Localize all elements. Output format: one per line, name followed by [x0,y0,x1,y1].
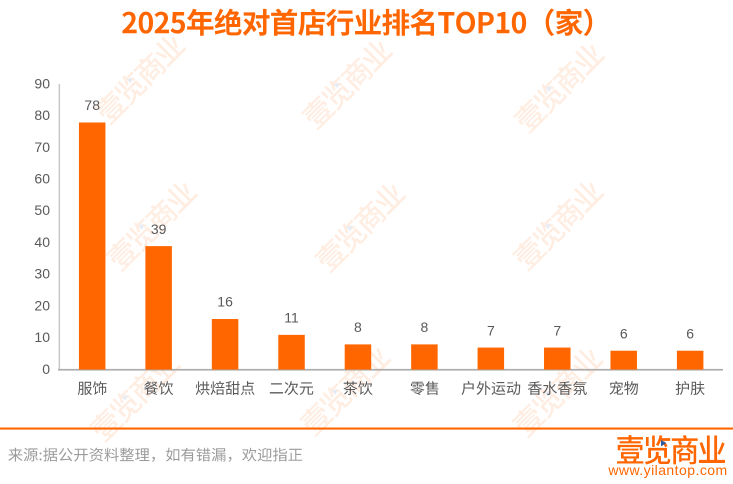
svg-text:0: 0 [42,361,50,377]
svg-text:90: 90 [34,75,50,91]
svg-text:20: 20 [34,297,50,313]
svg-text:78: 78 [84,97,100,113]
svg-text:10: 10 [34,329,50,345]
svg-text:8: 8 [421,319,429,335]
svg-text:30: 30 [34,266,50,282]
svg-text:50: 50 [34,202,50,218]
svg-text:6: 6 [686,325,694,341]
svg-text:7: 7 [487,322,495,338]
svg-text:16: 16 [217,294,233,310]
svg-text:39: 39 [151,221,167,237]
svg-text:70: 70 [34,139,50,155]
svg-text:www.yilantop.com: www.yilantop.com [607,462,727,478]
svg-text:11: 11 [284,310,299,326]
svg-text:6: 6 [620,325,628,341]
svg-text:8: 8 [354,319,362,335]
svg-text:40: 40 [34,234,50,250]
svg-text:7: 7 [553,322,561,338]
svg-text:80: 80 [34,107,50,123]
svg-text:60: 60 [34,171,50,187]
